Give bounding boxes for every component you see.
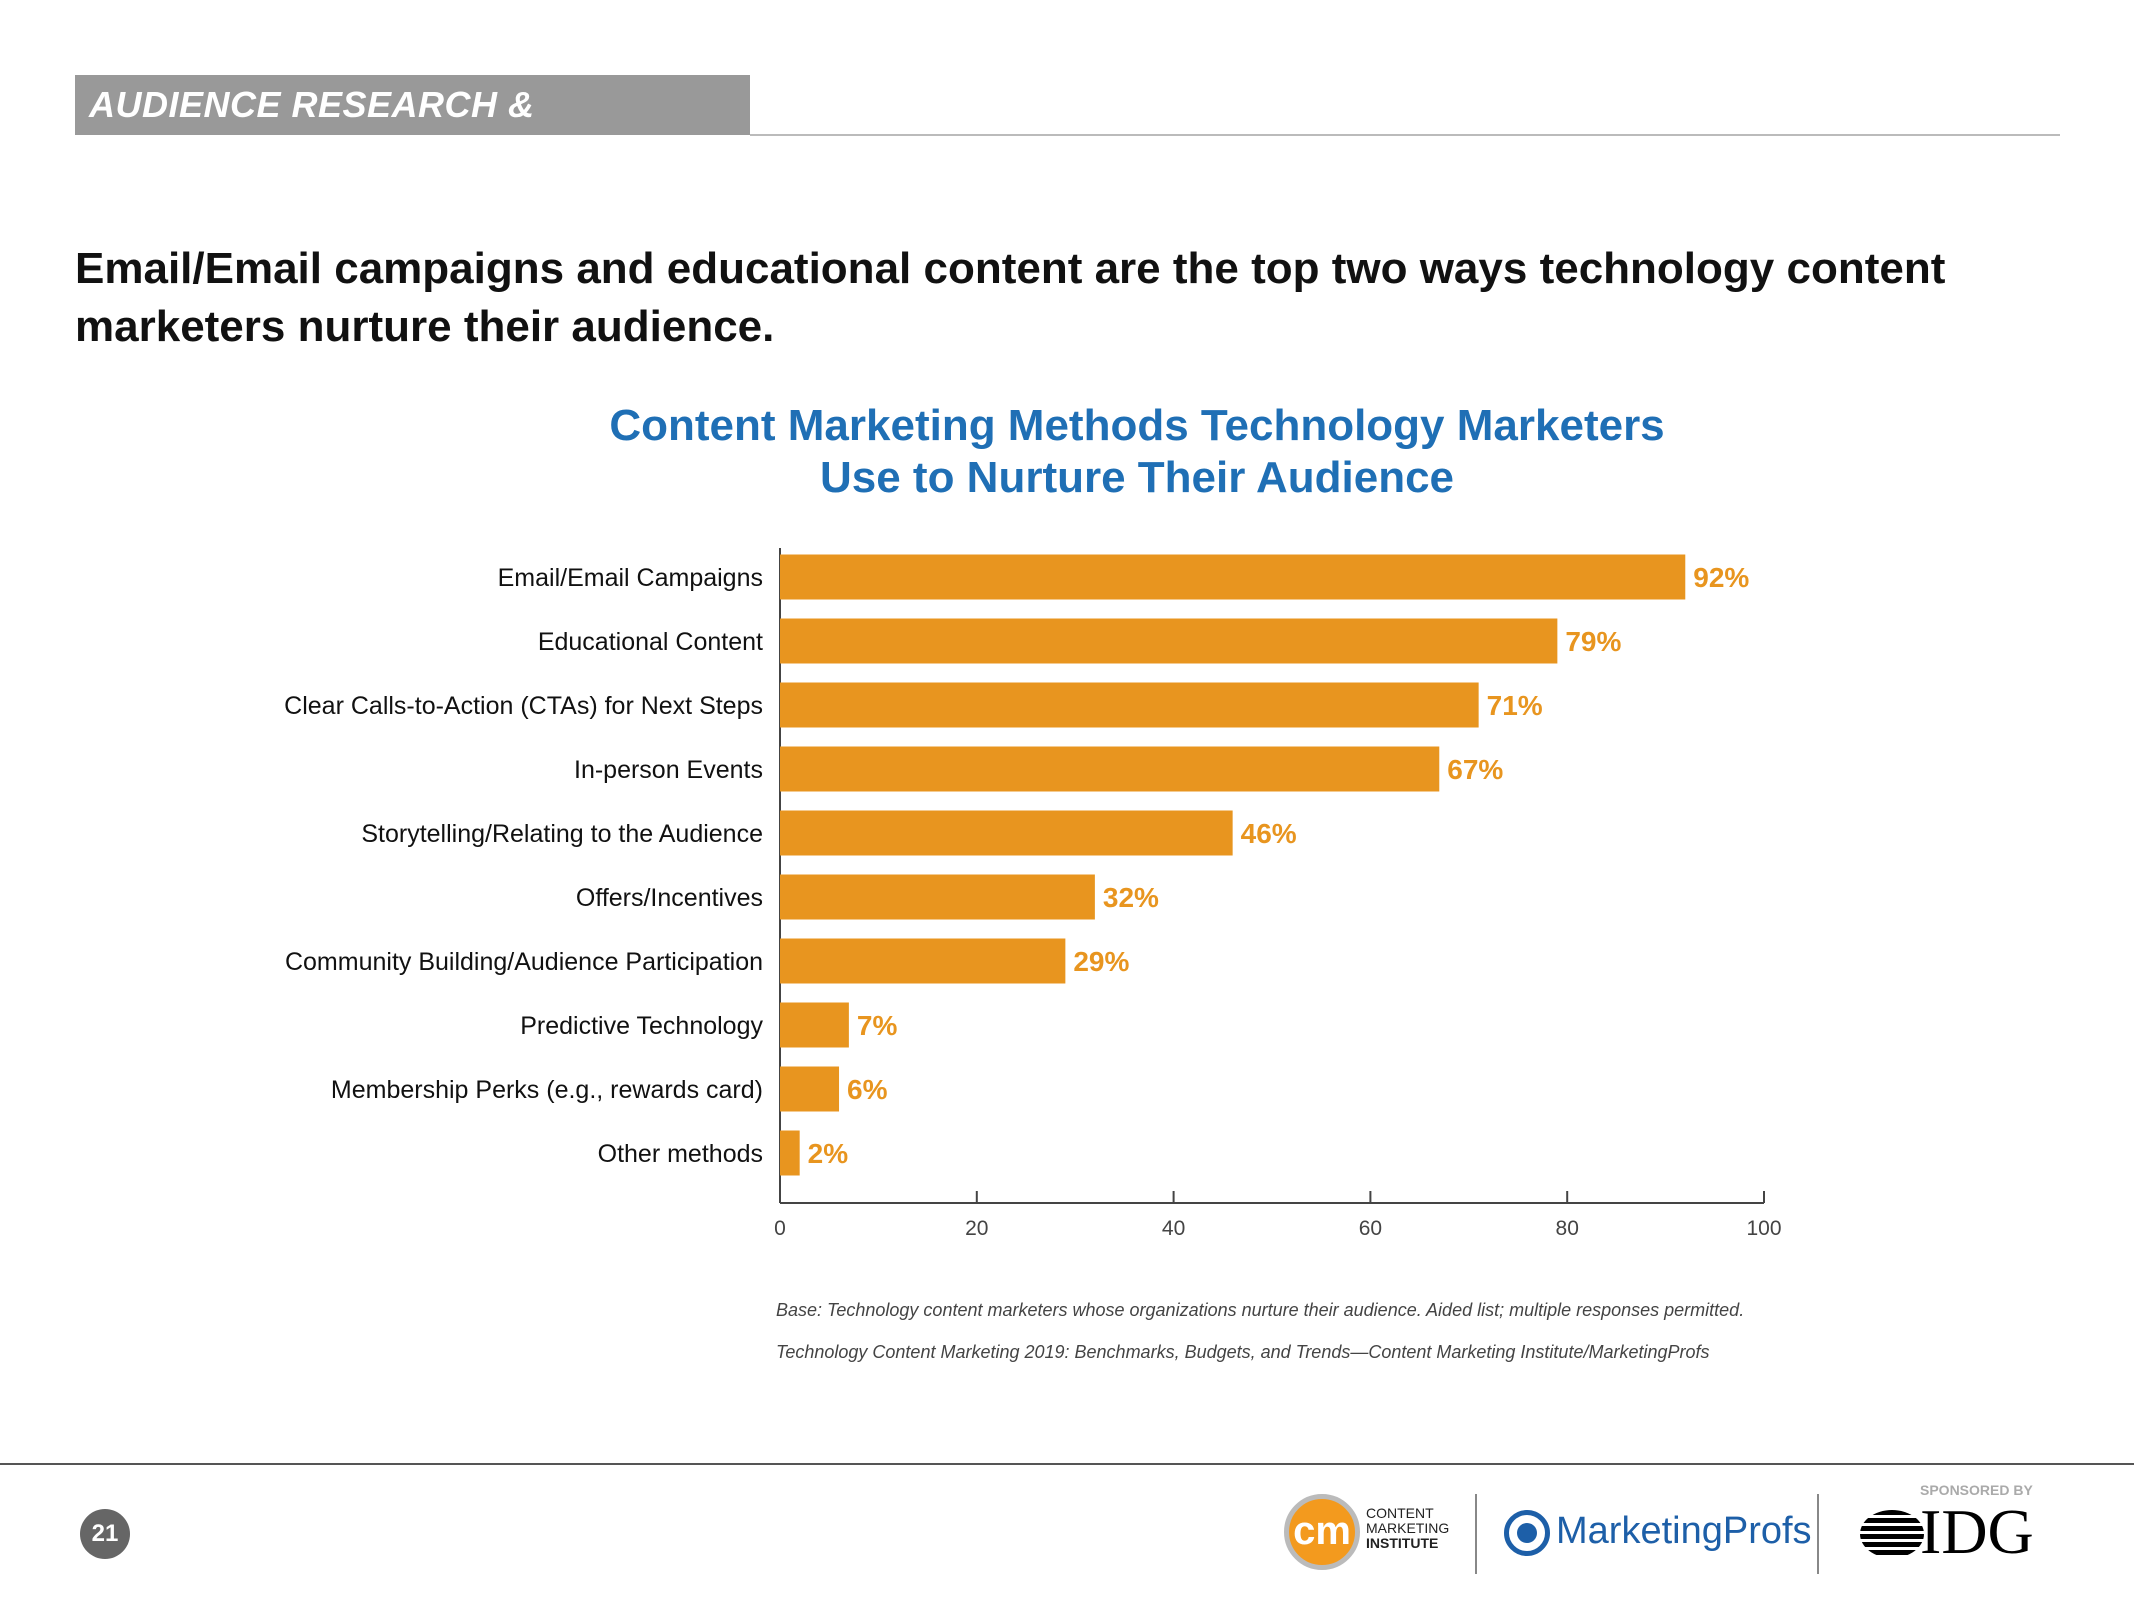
logo-separator bbox=[1817, 1494, 1819, 1574]
footnote-source: Technology Content Marketing 2019: Bench… bbox=[776, 1342, 1710, 1362]
bar bbox=[780, 554, 1686, 600]
cmi-line: MARKETING bbox=[1366, 1520, 1450, 1536]
category-label: Predictive Technology bbox=[520, 1012, 763, 1040]
x-tick-label: 60 bbox=[1359, 1217, 1382, 1240]
bar bbox=[780, 938, 1066, 984]
page-headline: Email/Email campaigns and educational co… bbox=[75, 244, 1946, 351]
x-tick-label: 20 bbox=[965, 1217, 988, 1240]
idg-globe-icon bbox=[1860, 1510, 1924, 1558]
bar bbox=[780, 810, 1233, 856]
data-label: 2% bbox=[808, 1138, 849, 1169]
data-label: 46% bbox=[1241, 818, 1297, 849]
chart-title-line-1: Content Marketing Methods Technology Mar… bbox=[609, 401, 1665, 450]
marketingprofs-logo: MarketingProfs bbox=[1556, 1510, 1812, 1552]
footer-divider bbox=[0, 1463, 2134, 1465]
x-tick-label: 80 bbox=[1556, 1217, 1579, 1240]
category-label: Email/Email Campaigns bbox=[498, 564, 763, 592]
footnote-base: Base: Technology content marketers whose… bbox=[776, 1300, 1745, 1320]
cmi-line: INSTITUTE bbox=[1366, 1535, 1439, 1551]
category-label: In-person Events bbox=[574, 756, 763, 784]
data-label: 71% bbox=[1487, 690, 1543, 721]
cmi-line: CONTENT bbox=[1366, 1505, 1434, 1521]
cmi-logo-text: CONTENT MARKETING INSTITUTE bbox=[1366, 1506, 1449, 1551]
data-label: 29% bbox=[1073, 946, 1129, 977]
sponsored-by-label: SPONSORED BY bbox=[1920, 1482, 2033, 1498]
chart-title-line-2: Use to Nurture Their Audience bbox=[819, 453, 1455, 502]
x-tick-label: 0 bbox=[774, 1217, 786, 1240]
x-tick-label: 40 bbox=[1162, 1217, 1185, 1240]
bar-chart: 0 20 40 60 80 100 Email/Email Campaigns 92% Educ… bbox=[284, 548, 1782, 1240]
bar bbox=[780, 746, 1440, 792]
section-divider bbox=[750, 134, 2060, 136]
page-number: 21 bbox=[80, 1509, 130, 1559]
data-label: 92% bbox=[1693, 562, 1749, 593]
category-label: Offers/Incentives bbox=[576, 884, 763, 912]
logo-separator bbox=[1475, 1494, 1477, 1574]
category-label: Community Building/Audience Participatio… bbox=[285, 948, 763, 976]
data-label: 6% bbox=[847, 1074, 888, 1105]
bar bbox=[780, 1066, 840, 1112]
idg-logo: IDG bbox=[1920, 1496, 2034, 1567]
chart-title: Content Marketing Methods Technology Mar… bbox=[537, 400, 1737, 504]
cmi-logo-icon: cm bbox=[1284, 1494, 1360, 1570]
bar bbox=[780, 874, 1095, 920]
category-label: Other methods bbox=[598, 1140, 763, 1168]
category-label: Clear Calls-to-Action (CTAs) for Next St… bbox=[284, 692, 763, 720]
x-tick-label: 100 bbox=[1746, 1217, 1781, 1240]
category-label: Membership Perks (e.g., rewards card) bbox=[331, 1076, 763, 1104]
marketingprofs-bird-icon bbox=[1504, 1510, 1550, 1556]
bar bbox=[780, 1002, 849, 1048]
data-label: 7% bbox=[857, 1010, 898, 1041]
category-label: Educational Content bbox=[538, 628, 763, 656]
bar bbox=[780, 618, 1558, 664]
section-tag: AUDIENCE RESEARCH & NURTURING bbox=[75, 75, 750, 185]
data-label: 79% bbox=[1565, 626, 1621, 657]
bar bbox=[780, 682, 1479, 728]
category-label: Storytelling/Relating to the Audience bbox=[361, 820, 763, 848]
bar bbox=[780, 1130, 800, 1176]
data-label: 67% bbox=[1447, 754, 1503, 785]
data-label: 32% bbox=[1103, 882, 1159, 913]
